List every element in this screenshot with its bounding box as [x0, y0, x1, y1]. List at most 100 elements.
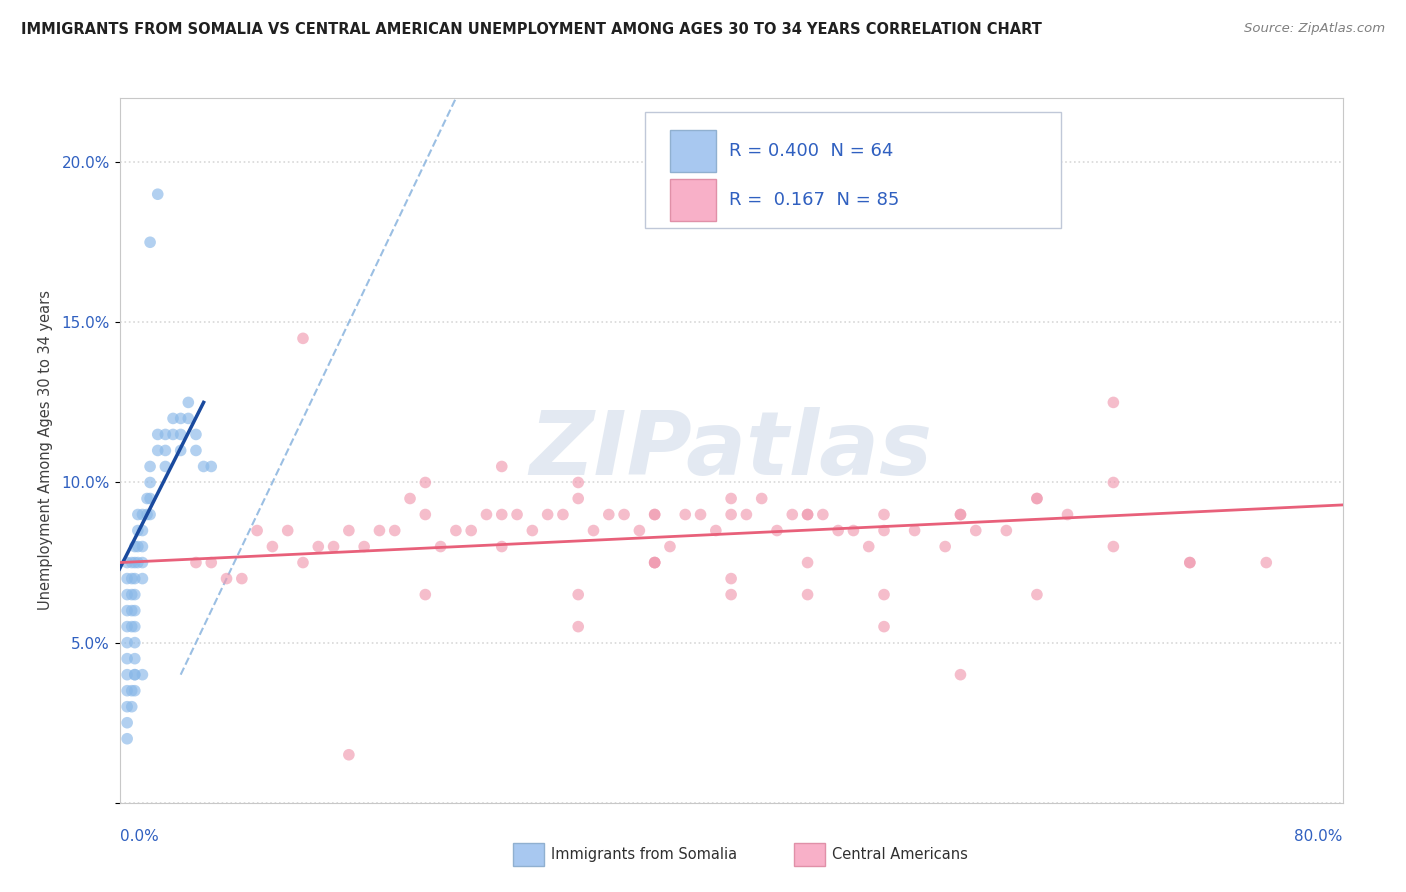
Point — [491, 508, 513, 522]
Point — [567, 491, 589, 506]
Point — [292, 556, 315, 570]
Point — [644, 556, 666, 570]
Point — [121, 604, 143, 618]
Point — [1256, 556, 1278, 570]
Point — [720, 508, 742, 522]
Point — [873, 508, 896, 522]
Point — [811, 508, 834, 522]
Point — [399, 491, 422, 506]
Point — [124, 572, 146, 586]
Point — [115, 556, 138, 570]
Point — [598, 508, 620, 522]
Point — [1026, 491, 1049, 506]
Point — [115, 619, 138, 633]
Text: R =  0.167  N = 85: R = 0.167 N = 85 — [728, 191, 898, 210]
Point — [613, 508, 636, 522]
Point — [644, 508, 666, 522]
Point — [200, 459, 222, 474]
Point — [169, 443, 191, 458]
Point — [796, 556, 818, 570]
Point — [522, 524, 544, 538]
Point — [720, 491, 742, 506]
Point — [751, 491, 773, 506]
Point — [115, 683, 138, 698]
Point — [139, 508, 162, 522]
Point — [131, 540, 153, 554]
Point — [131, 556, 153, 570]
Point — [429, 540, 451, 554]
Point — [139, 491, 162, 506]
Point — [127, 524, 149, 538]
Point — [124, 667, 146, 681]
Point — [131, 508, 153, 522]
Point — [162, 411, 184, 425]
Point — [131, 572, 153, 586]
Point — [146, 443, 169, 458]
Point — [115, 572, 138, 586]
Point — [873, 619, 896, 633]
Point — [337, 524, 360, 538]
Point — [766, 524, 789, 538]
Point — [567, 475, 589, 490]
Point — [1026, 491, 1049, 506]
Point — [184, 556, 207, 570]
Point — [491, 459, 513, 474]
Point — [124, 556, 146, 570]
Y-axis label: Unemployment Among Ages 30 to 34 years: Unemployment Among Ages 30 to 34 years — [38, 291, 53, 610]
Point — [1102, 395, 1125, 409]
Point — [475, 508, 498, 522]
Point — [115, 731, 138, 746]
Point — [673, 508, 696, 522]
Bar — [671, 179, 717, 221]
Text: 80.0%: 80.0% — [1295, 830, 1343, 844]
Point — [231, 572, 253, 586]
Point — [720, 588, 742, 602]
Point — [460, 524, 482, 538]
Point — [292, 331, 315, 345]
Point — [827, 524, 849, 538]
Point — [262, 540, 284, 554]
Point — [115, 588, 138, 602]
Point — [136, 491, 159, 506]
Point — [689, 508, 711, 522]
Point — [115, 667, 138, 681]
Point — [659, 540, 682, 554]
Point — [124, 635, 146, 649]
Point — [184, 443, 207, 458]
Point — [115, 635, 138, 649]
Point — [537, 508, 560, 522]
Point — [735, 508, 758, 522]
Text: 0.0%: 0.0% — [120, 830, 159, 844]
Point — [131, 524, 153, 538]
Point — [904, 524, 927, 538]
Bar — [671, 130, 717, 172]
Point — [127, 540, 149, 554]
Point — [796, 588, 818, 602]
Point — [155, 427, 177, 442]
Point — [353, 540, 375, 554]
Point — [506, 508, 529, 522]
Point — [644, 556, 666, 570]
Point — [567, 588, 589, 602]
Point — [115, 715, 138, 730]
Point — [124, 604, 146, 618]
Point — [796, 508, 818, 522]
Point — [1178, 556, 1201, 570]
Text: IMMIGRANTS FROM SOMALIA VS CENTRAL AMERICAN UNEMPLOYMENT AMONG AGES 30 TO 34 YEA: IMMIGRANTS FROM SOMALIA VS CENTRAL AMERI… — [21, 22, 1042, 37]
Text: ZIPatlas: ZIPatlas — [530, 407, 932, 494]
Point — [121, 556, 143, 570]
Point — [1056, 508, 1078, 522]
Text: R = 0.400  N = 64: R = 0.400 N = 64 — [728, 142, 893, 160]
Point — [124, 651, 146, 665]
Point — [155, 459, 177, 474]
Point — [136, 508, 159, 522]
Text: Immigrants from Somalia: Immigrants from Somalia — [551, 847, 737, 862]
Point — [162, 427, 184, 442]
Point — [842, 524, 865, 538]
Point — [121, 619, 143, 633]
Point — [1026, 588, 1049, 602]
Point — [127, 508, 149, 522]
Point — [413, 508, 436, 522]
Point — [858, 540, 880, 554]
Point — [177, 411, 200, 425]
